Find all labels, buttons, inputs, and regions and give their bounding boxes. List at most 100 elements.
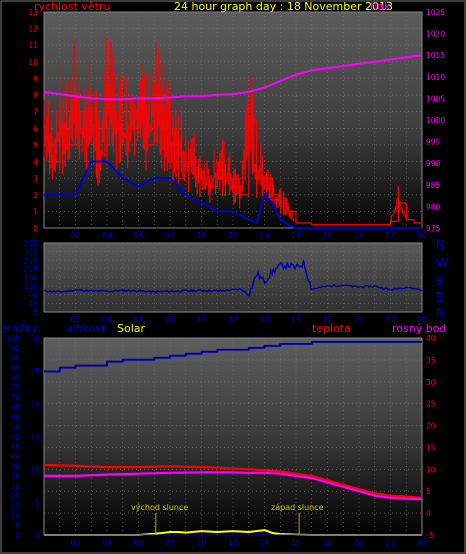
direction-y-tick: 45 — [28, 299, 38, 308]
wind-y-tick: 5 — [33, 141, 38, 150]
wind-y-tick: 3 — [33, 174, 38, 183]
direction-x-tick: 02 — [70, 315, 80, 324]
humidity-y-tick: 10 — [10, 511, 20, 520]
direction-x-tick: 08 — [165, 315, 175, 324]
humidity-y-tick: 30 — [10, 472, 20, 481]
humidity-y-tick: 65 — [10, 403, 20, 412]
wind-gust-line — [44, 102, 423, 226]
temperature-line — [43, 463, 423, 499]
wind-x-tick: 12 — [228, 231, 238, 240]
temp-x-tick: 22 — [385, 538, 395, 547]
wind-y-tick: 0 — [33, 224, 38, 233]
direction-x-tick: 06 — [133, 315, 143, 324]
humidity-y-tick: 40 — [10, 452, 20, 461]
dewpoint-label: rosný bod — [392, 322, 446, 335]
direction-y-tick: 90 — [28, 291, 38, 300]
direction-x-tick: 14 — [259, 315, 269, 324]
temperature-panel-grid — [44, 337, 422, 536]
pressure-y-tick: 1020 — [426, 30, 445, 39]
pressure-y-tick: 990 — [426, 159, 441, 168]
temperature-y-tick: 35 — [426, 356, 436, 365]
wind-y-tick: 9 — [33, 74, 38, 83]
humidity-y-tick: 0 — [15, 531, 20, 540]
wind-y-tick: 13 — [28, 8, 38, 17]
direction-x-tick: 10 — [196, 315, 206, 324]
direction-y-tick: 315 — [24, 248, 39, 257]
humidity-y-tick: 35 — [10, 462, 20, 471]
wind-avg-line — [44, 160, 422, 229]
temp-x-tick: 06 — [133, 538, 143, 547]
direction-y-tick: 360 — [24, 239, 39, 248]
rain-y-tick: 0 — [35, 531, 40, 540]
wind-y-tick: 7 — [33, 108, 38, 117]
humidity-label: vlhkost — [66, 322, 106, 335]
direction-x-tick: 16 — [291, 315, 301, 324]
wind-x-tick: 14 — [259, 231, 269, 240]
rain-y-tick: 15 — [30, 433, 40, 442]
direction-x-tick: 04 — [102, 315, 112, 324]
axis-tick-labels: 0123456789101112139759809859909951000100… — [6, 8, 446, 547]
humidity-y-tick: 90 — [10, 354, 20, 363]
temperature-y-tick: 40 — [426, 334, 436, 343]
direction-x-tick: 12 — [228, 315, 238, 324]
humidity-y-tick: 55 — [10, 423, 20, 432]
temperature-y-tick: 0 — [426, 509, 431, 518]
direction-y-tick: 270 — [24, 256, 39, 265]
direction-y-tick: 225 — [24, 265, 39, 274]
wind-direction-line — [43, 260, 423, 298]
direction-x-tick: 20 — [354, 315, 364, 324]
dewpoint-line — [44, 471, 423, 501]
pressure-y-tick: 975 — [426, 224, 441, 233]
temp-x-tick: 02 — [70, 538, 80, 547]
compass-n-top: N — [436, 238, 445, 252]
compass-e: E — [436, 290, 444, 304]
direction-y-tick: 135 — [24, 282, 39, 291]
humidity-y-tick: 95 — [10, 344, 20, 353]
wind-y-tick: 11 — [28, 41, 38, 50]
temp-x-tick: 14 — [259, 538, 269, 547]
graph-title: 24 hour graph day : 18 November 2013 — [174, 0, 393, 13]
temp-x-tick: 20 — [354, 538, 364, 547]
direction-y-tick: 180 — [24, 274, 39, 283]
temperature-y-tick: 30 — [426, 378, 436, 387]
direction-series — [43, 260, 423, 298]
sunrise-annotation: východ slunce — [131, 503, 188, 512]
wind-speed-label: rychlost větru — [34, 0, 110, 13]
compass-n-bottom: N — [436, 306, 445, 320]
wind-x-tick: 16 — [291, 231, 301, 240]
direction-panel — [43, 242, 423, 313]
pressure-y-tick: 1000 — [426, 116, 445, 125]
humidity-y-tick: 20 — [10, 492, 20, 501]
wind-x-tick: 04 — [102, 231, 112, 240]
rain-y-tick: 5 — [35, 498, 40, 507]
solar-line — [44, 529, 422, 536]
humidity-y-tick: 60 — [10, 413, 20, 422]
humidity-y-tick: 45 — [10, 442, 20, 451]
humidity-y-tick: 50 — [10, 433, 20, 442]
compass-s: S — [436, 274, 444, 288]
temp-x-tick: 10 — [196, 538, 206, 547]
pressure-y-tick: 1025 — [426, 8, 445, 17]
wind-x-tick: 02 — [70, 231, 80, 240]
humidity-y-tick: 100 — [6, 334, 21, 343]
temperature-y-tick: 10 — [426, 465, 436, 474]
wind-y-tick: 6 — [33, 124, 38, 133]
humidity-line — [44, 340, 422, 373]
pressure-line — [43, 54, 423, 101]
direction-x-tick: 22 — [385, 315, 395, 324]
temp-x-tick: 18 — [322, 538, 332, 547]
temp-x-tick: 12 — [228, 538, 238, 547]
temperature-y-tick: 15 — [426, 443, 436, 452]
wind-pressure-series — [43, 38, 423, 229]
wind-x-tick: 20 — [354, 231, 364, 240]
temperature-label: teplota — [312, 322, 351, 335]
temp-x-tick: 04 — [102, 538, 112, 547]
temp-x-tick: 08 — [165, 538, 175, 547]
temp-x-tick: 16 — [291, 538, 301, 547]
wind-y-tick: 4 — [33, 158, 38, 167]
temperature-y-tick: -5 — [426, 531, 434, 540]
pressure-label: tlak — [370, 0, 391, 13]
wind-y-tick: 8 — [33, 91, 38, 100]
